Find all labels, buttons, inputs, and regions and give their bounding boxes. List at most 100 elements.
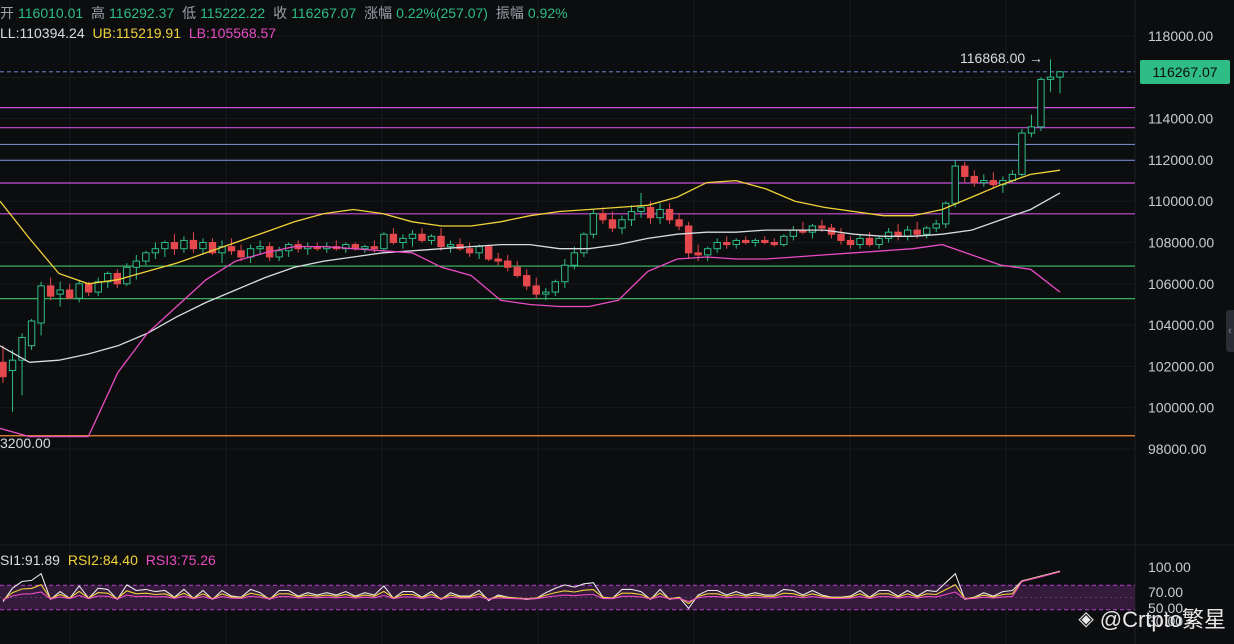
candle-body: [0, 361, 7, 378]
rsi1-value: SI1:91.89: [0, 552, 60, 568]
candle-body: [542, 291, 550, 295]
candle-body: [742, 239, 750, 243]
candle-body: [170, 242, 179, 250]
candle-body: [818, 225, 826, 229]
candle-body: [523, 275, 531, 287]
candle-body: [85, 283, 93, 293]
candle-body: [380, 233, 388, 250]
candle-body: [1046, 76, 1055, 80]
candle-body: [561, 264, 569, 283]
rsi2-value: RSI2:84.40: [67, 552, 138, 568]
rsi-axis-30: 30.00: [1148, 613, 1184, 629]
candle-body: [237, 250, 245, 258]
chart-scroll-handle[interactable]: ‹: [1226, 310, 1234, 352]
candle-body: [570, 252, 579, 266]
candle-body: [865, 237, 874, 246]
candle-body: [180, 239, 188, 250]
candle-body: [875, 237, 883, 246]
change-value: 0.22%(257.07): [396, 5, 488, 21]
high-value: 116292.37: [109, 5, 175, 21]
candle-body: [951, 165, 959, 204]
change-label: 涨幅: [364, 5, 393, 21]
candle-body: [446, 244, 455, 248]
candle-body: [884, 231, 893, 239]
boll-header: LL:110394.24 UB:115219.91 LB:105568.57: [0, 25, 280, 41]
candle-body: [942, 202, 950, 225]
candle-body: [846, 239, 855, 246]
rsi3-value: RSI3:75.26: [145, 552, 216, 568]
candle-body: [770, 242, 779, 246]
candle-body: [123, 266, 131, 285]
y-axis-tick-label: 98000.00: [1148, 441, 1207, 457]
high-price-marker: 116868.00 →: [960, 50, 1044, 66]
candle-body: [227, 246, 236, 252]
rsi3-line: [2, 571, 1061, 603]
rsi-header: SI1:91.89 RSI2:84.40 RSI3:75.26: [0, 552, 220, 568]
candle-body: [599, 213, 607, 221]
candle-body: [703, 248, 712, 256]
candle-body: [408, 233, 417, 239]
y-axis-tick-label: 108000.00: [1148, 235, 1214, 251]
candle-body: [1018, 132, 1026, 175]
candle-body: [275, 250, 283, 258]
y-axis-tick-label: 110000.00: [1148, 193, 1213, 209]
candle-body: [551, 281, 560, 293]
candle-body: [980, 180, 988, 184]
candle-body: [1056, 71, 1064, 78]
candle-body: [837, 233, 845, 241]
candle-body: [475, 246, 483, 254]
candle-body: [65, 289, 74, 299]
candle-body: [694, 252, 702, 256]
watermark: ◈ @Crtpto繁星: [1078, 602, 1226, 634]
candle-body: [189, 239, 198, 250]
candle-body: [75, 283, 83, 299]
boll-lower-line: [0, 243, 1061, 438]
candle-body: [580, 233, 588, 254]
rsi-axis-70: 70.00: [1148, 584, 1184, 600]
candle-body: [637, 206, 645, 213]
low-price-marker: 3200.00: [0, 435, 51, 451]
boll-mid-value: LL:110394.24: [0, 25, 85, 41]
candle-body: [913, 229, 921, 235]
amp-label: 振幅: [495, 5, 524, 21]
open-label: 开: [0, 5, 14, 21]
candle-body: [656, 208, 664, 219]
candle-body: [780, 235, 788, 246]
candle-body: [132, 260, 141, 268]
y-axis-tick-label: 114000.00: [1148, 111, 1213, 127]
candle-body: [856, 237, 864, 246]
candle-body: [532, 285, 540, 295]
watermark-text: @Crtpto繁星: [1099, 607, 1226, 632]
candle-body: [389, 233, 398, 244]
candle-body: [437, 235, 445, 248]
candle-body: [761, 239, 769, 243]
candle-body: [751, 239, 759, 243]
current-price-tag: 116267.07: [1140, 60, 1230, 84]
candle-body: [151, 248, 160, 254]
candle-body: [361, 246, 369, 250]
close-label: 收: [273, 5, 288, 21]
candle-body: [1037, 78, 1045, 128]
boll-lb-value: LB:105568.57: [188, 25, 277, 41]
candle-body: [8, 359, 17, 372]
boll-ub-value: UB:115219.91: [92, 25, 181, 41]
candle-body: [589, 213, 598, 235]
candle-body: [46, 285, 55, 297]
candle-body: [503, 260, 512, 268]
candle-body: [427, 235, 436, 241]
y-axis-tick-label: 102000.00: [1148, 358, 1214, 374]
y-axis-tick-label: 118000.00: [1148, 28, 1213, 44]
rsi-axis-50: 50.00: [1148, 600, 1184, 616]
ohlc-header: 开 116010.01 高 116292.37 低 115222.22 收 116267…: [0, 3, 572, 23]
candle-body: [618, 219, 626, 229]
diamond-logo-icon: ◈: [1078, 607, 1094, 630]
high-label: 高: [91, 5, 106, 21]
candle-body: [684, 225, 693, 254]
candle-body: [903, 229, 912, 237]
open-value: 116010.01: [18, 5, 84, 21]
candle-body: [627, 211, 636, 221]
candle-body: [732, 239, 740, 246]
candle-body: [37, 285, 45, 324]
candle-body: [713, 242, 721, 250]
